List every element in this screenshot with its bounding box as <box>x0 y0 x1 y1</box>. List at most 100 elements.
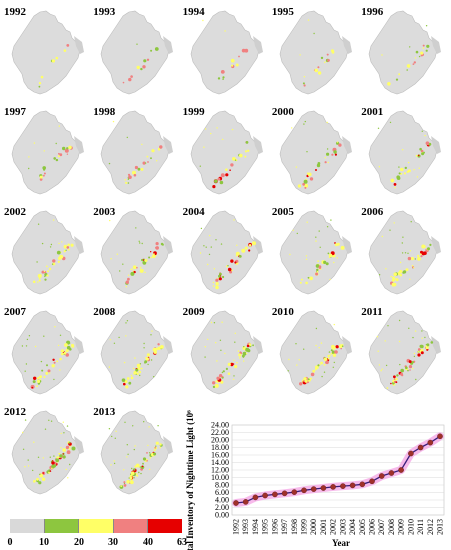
light-spot <box>217 177 220 181</box>
light-spot <box>58 152 60 155</box>
light-spot <box>136 474 139 477</box>
light-spot <box>136 266 138 269</box>
light-spot <box>63 49 67 52</box>
coastal-islands <box>431 236 442 254</box>
province-outline <box>368 110 438 195</box>
y-tick-label: 22.00 <box>211 428 229 437</box>
light-spot <box>25 345 28 347</box>
light-spot <box>229 362 234 367</box>
light-spot <box>135 368 139 372</box>
light-spot <box>331 50 335 54</box>
light-spot <box>146 155 149 158</box>
light-spot <box>49 372 51 374</box>
light-spot <box>407 369 409 372</box>
light-spot <box>315 344 317 347</box>
light-spot <box>139 266 142 269</box>
light-spot <box>402 252 404 254</box>
series-line <box>235 435 441 504</box>
light-spot <box>44 428 47 430</box>
coastal-islands <box>341 236 352 254</box>
light-spot <box>131 471 135 475</box>
year-label: 2004 <box>182 206 205 218</box>
light-spot <box>139 242 141 244</box>
light-spot <box>148 256 151 259</box>
light-spot <box>390 382 392 385</box>
light-spot <box>24 419 27 421</box>
light-spot <box>109 162 111 165</box>
light-spot <box>52 464 57 468</box>
light-spot <box>325 152 330 156</box>
light-spot <box>202 245 205 247</box>
light-spot <box>231 128 233 131</box>
light-spot <box>214 285 219 290</box>
coastal-islands <box>341 36 352 54</box>
light-spot <box>62 146 66 151</box>
light-spot <box>422 47 425 49</box>
x-tick-label: 1995 <box>261 519 270 535</box>
province-map <box>100 210 174 295</box>
light-spot <box>225 367 228 370</box>
coastal-islands <box>74 336 84 354</box>
light-spot <box>316 270 319 273</box>
x-tick-label: 2002 <box>329 519 338 535</box>
province-map <box>279 310 352 395</box>
light-spot <box>113 460 116 462</box>
light-spot <box>396 374 399 377</box>
year-label: 2009 <box>182 306 205 318</box>
coastal-islands <box>74 236 84 254</box>
light-spot <box>45 371 49 375</box>
light-spot <box>124 179 127 181</box>
map-panel: 2006 <box>357 202 445 298</box>
light-spot <box>140 67 143 71</box>
light-spot <box>241 48 246 53</box>
light-spot <box>378 364 381 366</box>
light-spot <box>53 378 55 381</box>
light-spot <box>336 242 340 246</box>
province-outline <box>100 410 170 495</box>
map-panel: 2000 <box>268 102 356 198</box>
coastal-islands <box>431 136 442 154</box>
light-spot <box>133 173 137 177</box>
light-spot <box>309 177 314 181</box>
light-spot <box>302 82 305 85</box>
light-spot <box>128 173 131 176</box>
light-spot <box>409 250 412 252</box>
coastal-islands <box>74 136 84 154</box>
light-spot <box>325 360 329 365</box>
light-spot <box>319 246 321 248</box>
province-map <box>190 110 263 195</box>
light-spot <box>139 363 142 365</box>
light-spot <box>123 382 126 386</box>
light-spot <box>295 364 298 366</box>
light-spot <box>132 170 137 175</box>
light-spot <box>39 178 43 181</box>
light-spot <box>247 249 250 252</box>
light-spot <box>55 142 57 145</box>
x-tick-label: 2001 <box>319 519 328 535</box>
light-spot <box>330 219 332 221</box>
light-spot <box>154 447 157 449</box>
light-spot <box>130 376 134 380</box>
light-spot <box>43 376 46 378</box>
light-spot <box>324 157 326 159</box>
light-spot <box>395 278 399 282</box>
light-spot <box>39 473 43 476</box>
coastal-islands <box>431 36 442 54</box>
light-spot <box>414 57 417 59</box>
y-tick-label: 24.00 <box>211 421 229 430</box>
light-spot <box>333 150 337 154</box>
legend-swatch <box>148 519 182 533</box>
light-spot <box>155 441 160 445</box>
light-spot <box>420 351 424 355</box>
light-spot <box>63 244 68 249</box>
light-spot <box>332 366 334 368</box>
light-spot <box>124 361 126 364</box>
light-spot <box>53 157 56 160</box>
light-spot <box>419 55 421 58</box>
year-label: 2000 <box>271 106 294 118</box>
light-spot <box>133 477 136 479</box>
light-spot <box>248 244 251 247</box>
light-spot <box>136 372 140 375</box>
coastal-islands <box>74 436 84 454</box>
light-spot <box>136 43 138 45</box>
